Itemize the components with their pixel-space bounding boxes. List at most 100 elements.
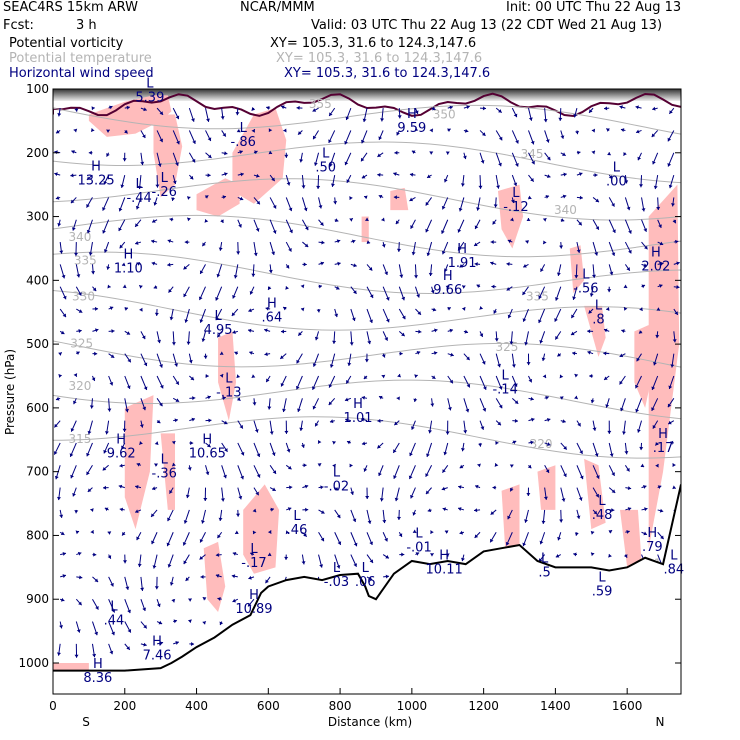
wind-arrowhead: [268, 128, 273, 133]
wind-arrowhead: [573, 552, 577, 557]
wind-arrowhead: [427, 174, 431, 178]
wind-arrowhead: [490, 261, 494, 266]
wind-arrowhead: [311, 386, 316, 390]
wind-arrowhead: [235, 112, 240, 116]
wind-arrowhead: [381, 243, 386, 248]
wind-arrowhead: [408, 475, 413, 480]
wind-arrowhead: [93, 552, 97, 557]
wind-arrowhead: [232, 330, 236, 335]
wind-arrowhead: [288, 248, 292, 252]
wind-arrowhead: [509, 341, 514, 345]
wind-arrowhead: [185, 494, 190, 499]
wind-arrowhead: [141, 335, 146, 340]
wind-arrowhead: [425, 201, 430, 206]
wind-arrowhead: [344, 397, 349, 402]
wind-arrowhead: [86, 452, 90, 457]
extremum-type: L: [146, 76, 154, 91]
wind-arrowhead: [126, 385, 131, 389]
wind-arrowhead: [106, 266, 111, 270]
wind-arrowhead: [92, 287, 97, 292]
wind-arrowhead: [474, 534, 479, 538]
wind-arrowhead: [524, 341, 529, 346]
wind-arrowhead: [216, 273, 221, 278]
wind-arrowhead: [493, 204, 498, 208]
wind-arrowhead: [506, 262, 510, 267]
wind-arrowhead: [577, 150, 581, 155]
wind-arrowhead: [368, 576, 373, 581]
wind-arrowhead: [74, 654, 79, 658]
wind-arrowhead: [635, 384, 639, 389]
wind-arrowhead: [153, 201, 158, 206]
wind-arrowhead: [90, 530, 94, 534]
wind-arrowhead: [541, 357, 546, 361]
wind-arrowhead: [119, 507, 124, 512]
wind-arrowhead: [350, 491, 355, 495]
wind-arrowhead: [588, 309, 593, 314]
extremum-type: L: [362, 561, 370, 576]
wind-arrowhead: [398, 533, 403, 537]
wind-arrowhead: [377, 444, 381, 449]
wind-arrowhead: [154, 441, 159, 446]
wind-arrowhead: [429, 151, 434, 155]
wind-arrowhead: [266, 378, 270, 383]
wind-arrowhead: [77, 551, 82, 556]
wind-arrowhead: [87, 488, 92, 492]
wind-arrowhead: [626, 467, 630, 472]
wind-arrowhead: [589, 293, 594, 297]
wind-arrowhead: [430, 530, 434, 535]
wind-arrowhead: [619, 105, 623, 110]
wind-arrowhead: [577, 422, 581, 427]
wind-arrowhead: [563, 473, 567, 477]
wind-arrowhead: [496, 185, 501, 189]
wind-arrowhead: [672, 485, 676, 490]
wind-arrowhead: [636, 429, 641, 433]
wind-arrowhead: [122, 158, 127, 162]
wind-arrowhead: [79, 575, 83, 580]
wind-arrowhead: [155, 184, 160, 188]
wind-arrowhead: [642, 485, 647, 489]
legend-theta-xy: XY= 105.3, 31.6 to 124.3,147.6: [276, 51, 483, 66]
wind-arrowhead: [464, 329, 469, 334]
wind-arrowhead: [622, 431, 626, 435]
wind-arrowhead: [56, 129, 60, 134]
wind-arrowhead: [252, 530, 257, 535]
wind-arrowhead: [267, 530, 272, 535]
wind-arrowhead: [415, 552, 420, 556]
y-axis-label: Pressure (hPa): [3, 349, 17, 435]
wind-arrowhead: [396, 248, 401, 252]
extremum-type: L: [415, 527, 423, 542]
legend-wind-xy: XY= 105.3, 31.6 to 124.3,147.6: [284, 66, 491, 81]
wind-arrowhead: [382, 519, 387, 524]
wind-arrowhead: [457, 228, 462, 233]
wind-arrowhead: [139, 424, 144, 428]
wind-arrowhead: [55, 195, 60, 200]
wind-arrowhead: [608, 175, 613, 179]
wind-arrowhead: [62, 295, 67, 300]
wind-arrowhead: [611, 489, 616, 493]
wind-arrowhead: [219, 374, 224, 378]
wind-arrowhead: [353, 290, 357, 294]
wind-arrowhead: [235, 530, 239, 535]
wind-arrowhead: [256, 173, 260, 178]
wind-arrowhead: [239, 150, 243, 154]
wind-arrowhead: [122, 560, 127, 564]
wind-arrowhead: [110, 354, 115, 358]
wind-arrowhead: [103, 249, 108, 253]
wind-arrowhead: [136, 462, 141, 467]
wind-arrowhead: [175, 115, 180, 120]
wind-arrowhead: [135, 223, 139, 227]
extremum-type: H: [267, 296, 277, 311]
wind-arrowhead: [543, 496, 548, 500]
wind-arrowhead: [304, 226, 309, 231]
wind-arrowhead: [91, 377, 96, 381]
wind-arrowhead: [509, 464, 514, 468]
wind-arrowhead: [672, 219, 677, 224]
wind-arrowhead: [562, 194, 567, 199]
wind-arrowhead: [445, 285, 450, 289]
theta-contour: [53, 178, 681, 221]
wind-arrowhead: [251, 374, 256, 378]
wind-arrowhead: [119, 244, 124, 249]
wind-arrowhead: [623, 284, 628, 288]
terrain-fill: [53, 484, 681, 694]
extremum-value: 10.89: [235, 602, 272, 617]
